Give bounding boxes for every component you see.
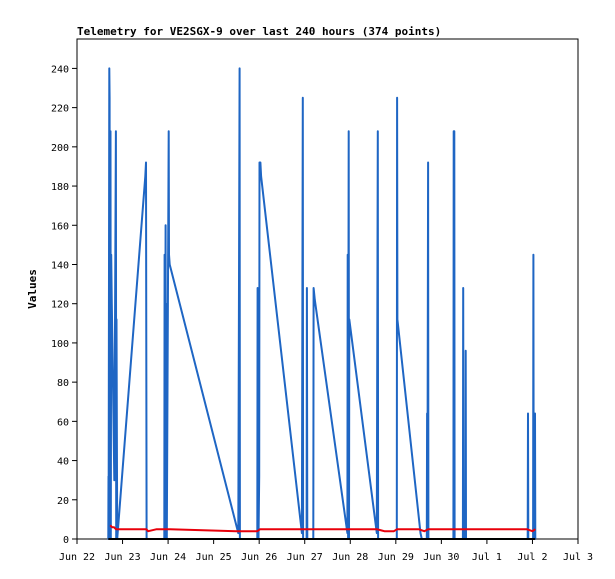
x-tick-label: Jun 25 bbox=[196, 552, 232, 563]
series-line-1 bbox=[107, 67, 537, 540]
x-axis: Jun 22 Jun 23 Jun 24 Jun 25 Jun 26 Jun 27 Jun … bbox=[59, 539, 593, 563]
x-tick-label: Jun 28 bbox=[332, 552, 368, 563]
y-axis: 0 20 40 60 80 100 120 140 160 180 200 220 240 bbox=[51, 64, 77, 546]
y-axis-label: Values bbox=[26, 269, 39, 309]
y-tick-label: 180 bbox=[51, 182, 69, 193]
y-tick-label: 240 bbox=[51, 64, 69, 75]
y-tick-label: 200 bbox=[51, 143, 69, 154]
y-tick-label: 100 bbox=[51, 339, 69, 350]
series-group bbox=[107, 67, 537, 540]
y-tick-label: 220 bbox=[51, 104, 69, 115]
y-tick-label: 140 bbox=[51, 260, 69, 271]
y-tick-label: 160 bbox=[51, 221, 69, 232]
y-tick-label: 20 bbox=[57, 496, 69, 507]
y-tick-label: 0 bbox=[63, 535, 69, 546]
x-tick-label: Jun 23 bbox=[104, 552, 140, 563]
x-tick-label: Jun 27 bbox=[287, 552, 323, 563]
y-tick-label: 40 bbox=[57, 457, 69, 468]
x-tick-label: Jun 22 bbox=[59, 552, 95, 563]
chart-title: Telemetry for VE2SGX-9 over last 240 hou… bbox=[77, 25, 441, 38]
series-line-2 bbox=[109, 524, 536, 533]
x-tick-label: Jul 1 bbox=[472, 552, 502, 563]
y-tick-label: 120 bbox=[51, 300, 69, 311]
x-tick-label: Jul 2 bbox=[517, 552, 547, 563]
x-tick-label: Jun 26 bbox=[241, 552, 277, 563]
plot-frame bbox=[76, 38, 579, 540]
y-tick-label: 60 bbox=[57, 417, 69, 428]
x-tick-label: Jun 29 bbox=[378, 552, 414, 563]
x-tick-label: Jun 30 bbox=[423, 552, 459, 563]
x-tick-label: Jun 24 bbox=[150, 552, 186, 563]
x-tick-label: Jul 3 bbox=[563, 552, 593, 563]
y-tick-label: 80 bbox=[57, 378, 69, 389]
